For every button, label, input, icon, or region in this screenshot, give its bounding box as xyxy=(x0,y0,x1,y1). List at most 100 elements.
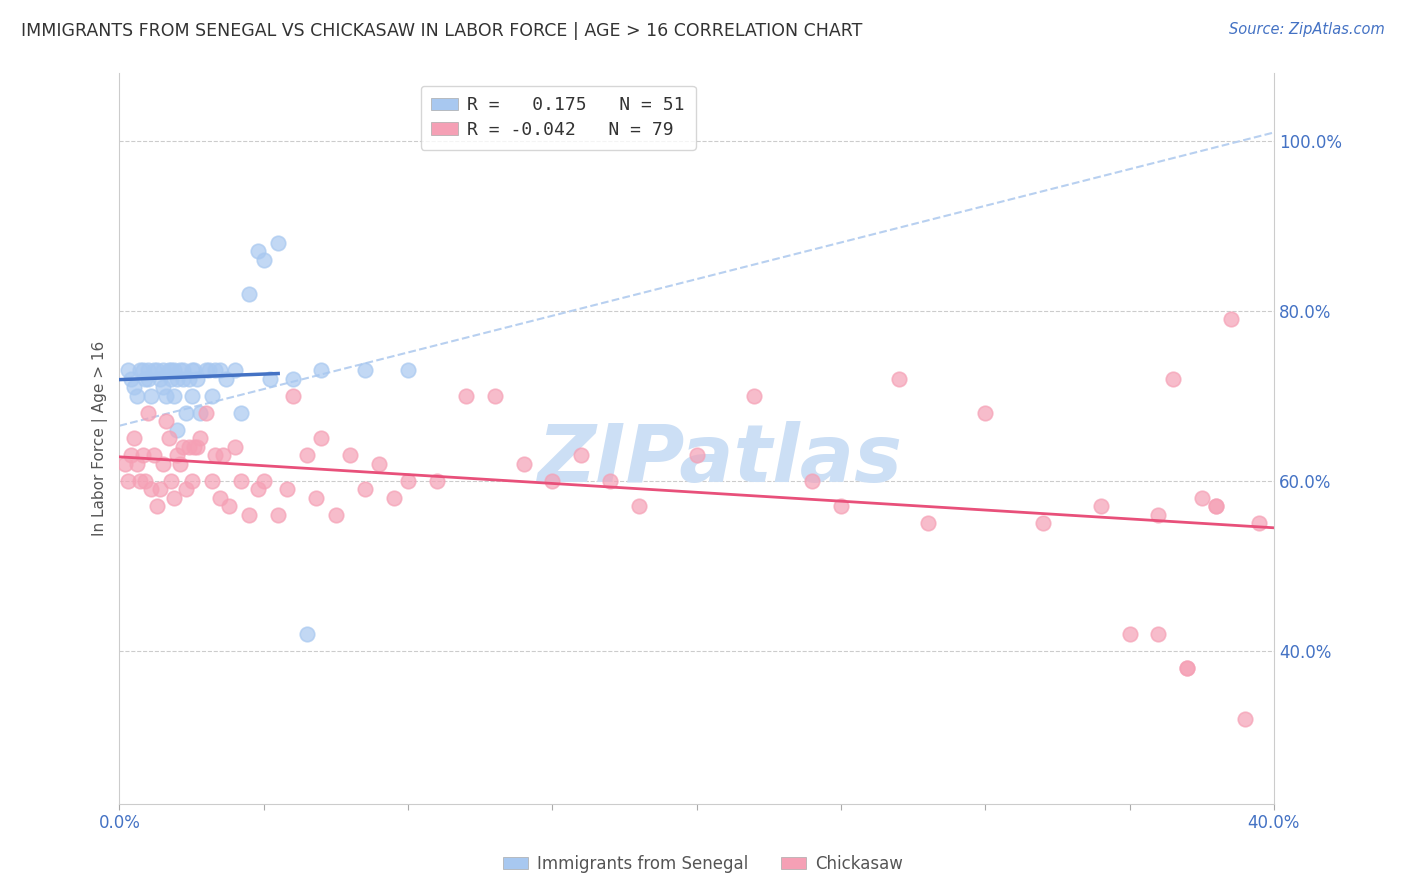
Point xyxy=(1175,661,1198,675)
Point xyxy=(172,372,194,386)
Point xyxy=(1118,627,1140,641)
Point xyxy=(180,363,202,377)
Point xyxy=(125,457,148,471)
Point xyxy=(484,389,506,403)
Point xyxy=(267,508,290,522)
Point xyxy=(131,363,153,377)
Point xyxy=(246,244,269,259)
Point xyxy=(426,474,449,488)
Point xyxy=(627,500,650,514)
Point xyxy=(166,449,188,463)
Point xyxy=(1161,372,1184,386)
Point xyxy=(353,363,375,377)
Point xyxy=(122,432,145,446)
Point xyxy=(368,457,391,471)
Point xyxy=(157,432,180,446)
Point xyxy=(339,449,361,463)
Point xyxy=(188,432,211,446)
Point xyxy=(169,363,191,377)
Point xyxy=(917,516,939,531)
Point xyxy=(198,363,221,377)
Point xyxy=(541,474,564,488)
Point xyxy=(1191,491,1213,505)
Point xyxy=(512,457,534,471)
Point xyxy=(152,457,174,471)
Text: IMMIGRANTS FROM SENEGAL VS CHICKASAW IN LABOR FORCE | AGE > 16 CORRELATION CHART: IMMIGRANTS FROM SENEGAL VS CHICKASAW IN … xyxy=(21,22,862,40)
Point xyxy=(224,363,246,377)
Point xyxy=(238,287,260,301)
Point xyxy=(281,372,304,386)
Point xyxy=(166,372,188,386)
Point xyxy=(146,500,169,514)
Point xyxy=(229,474,252,488)
Point xyxy=(253,474,276,488)
Point xyxy=(183,440,205,454)
Point xyxy=(149,372,172,386)
Point xyxy=(204,449,226,463)
Point xyxy=(599,474,621,488)
Point xyxy=(1219,312,1241,326)
Point xyxy=(267,235,290,250)
Point xyxy=(325,508,347,522)
Point xyxy=(1147,508,1170,522)
Point xyxy=(801,474,824,488)
Point xyxy=(155,389,177,403)
Text: ZIPatlas: ZIPatlas xyxy=(537,421,903,500)
Point xyxy=(177,372,200,386)
Point xyxy=(125,389,148,403)
Point xyxy=(215,372,238,386)
Point xyxy=(1175,661,1198,675)
Point xyxy=(180,474,202,488)
Point xyxy=(174,483,197,497)
Point xyxy=(887,372,910,386)
Point xyxy=(157,363,180,377)
Point xyxy=(209,363,232,377)
Point xyxy=(311,363,333,377)
Y-axis label: In Labor Force | Age > 16: In Labor Force | Age > 16 xyxy=(93,341,108,536)
Point xyxy=(1032,516,1054,531)
Point xyxy=(218,500,240,514)
Point xyxy=(143,449,166,463)
Point xyxy=(152,363,174,377)
Point xyxy=(141,389,163,403)
Point xyxy=(136,406,159,420)
Point xyxy=(186,372,208,386)
Point xyxy=(177,440,200,454)
Point xyxy=(830,500,852,514)
Point xyxy=(224,440,246,454)
Point xyxy=(128,363,150,377)
Point xyxy=(569,449,592,463)
Point xyxy=(295,449,318,463)
Point xyxy=(169,457,191,471)
Point xyxy=(114,457,136,471)
Point xyxy=(396,363,419,377)
Point xyxy=(172,363,194,377)
Point xyxy=(174,406,197,420)
Point xyxy=(305,491,328,505)
Point xyxy=(143,363,166,377)
Point xyxy=(201,389,224,403)
Point xyxy=(136,363,159,377)
Point xyxy=(204,363,226,377)
Point xyxy=(295,627,318,641)
Point xyxy=(253,252,276,267)
Point xyxy=(186,440,208,454)
Point xyxy=(117,474,139,488)
Point xyxy=(229,406,252,420)
Point xyxy=(195,406,218,420)
Point xyxy=(1205,500,1227,514)
Point xyxy=(353,483,375,497)
Point xyxy=(163,363,186,377)
Point xyxy=(180,389,202,403)
Point xyxy=(201,474,224,488)
Point xyxy=(131,449,153,463)
Point xyxy=(259,372,281,386)
Point xyxy=(120,449,142,463)
Point xyxy=(172,440,194,454)
Legend: Immigrants from Senegal, Chickasaw: Immigrants from Senegal, Chickasaw xyxy=(496,848,910,880)
Point xyxy=(974,406,997,420)
Point xyxy=(276,483,298,497)
Point xyxy=(1147,627,1170,641)
Point xyxy=(141,483,163,497)
Point xyxy=(183,363,205,377)
